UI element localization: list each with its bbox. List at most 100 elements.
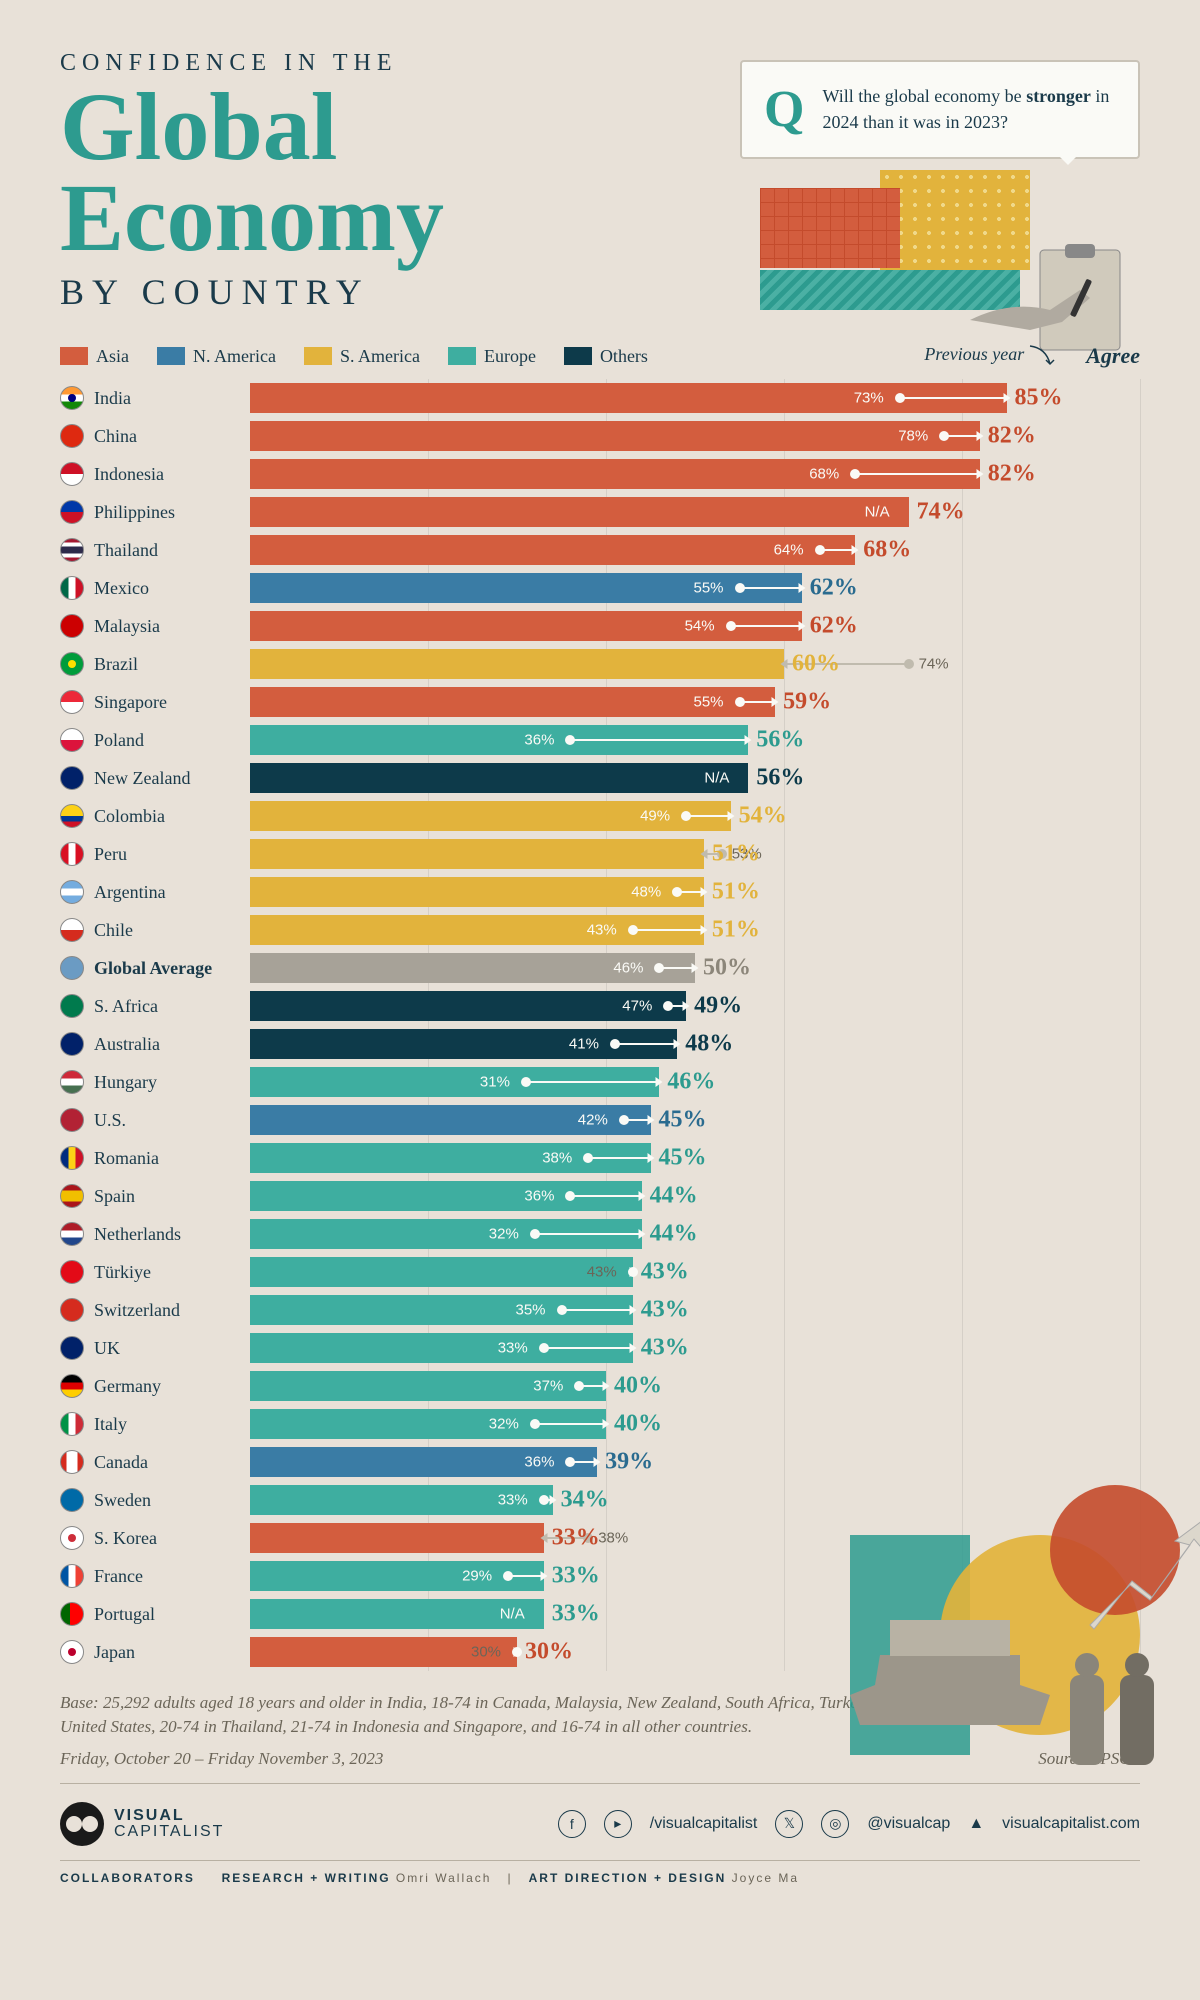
- country-name: Netherlands: [94, 1224, 181, 1245]
- row-label: Argentina: [60, 880, 250, 904]
- bar: [250, 763, 748, 793]
- chart-row: Global Average 46% 50%: [60, 949, 1140, 987]
- legend-item: Europe: [448, 346, 536, 367]
- flag-icon: [60, 1564, 84, 1588]
- prev-value: 38%: [598, 1530, 628, 1547]
- country-name: Colombia: [94, 806, 165, 827]
- prev-value: 35%: [516, 1302, 546, 1319]
- chart-row: Singapore 55% 59%: [60, 683, 1140, 721]
- agree-value: 82%: [988, 461, 1036, 488]
- chart-row: Poland 36% 56%: [60, 721, 1140, 759]
- legend-label: S. America: [340, 346, 420, 367]
- row-label: Türkiye: [60, 1260, 250, 1284]
- prev-dot: [735, 583, 745, 593]
- prev-line: [562, 1309, 633, 1311]
- prev-line: [900, 397, 1007, 399]
- logo-mark-icon: [60, 1802, 104, 1846]
- prev-arrow-icon: [852, 545, 859, 555]
- prev-dot: [565, 1191, 575, 1201]
- bar-wrap: 36% 39%: [250, 1447, 1140, 1477]
- bar-wrap: 33% 43%: [250, 1333, 1140, 1363]
- prev-dot: [619, 1115, 629, 1125]
- prev-value: 48%: [631, 884, 661, 901]
- row-label: New Zealand: [60, 766, 250, 790]
- flag-icon: [60, 500, 84, 524]
- legend-swatch: [304, 347, 332, 365]
- flag-icon: [60, 1488, 84, 1512]
- row-label: China: [60, 424, 250, 448]
- prev-value-na: N/A: [500, 1606, 525, 1623]
- prev-arrow-icon: [540, 1533, 547, 1543]
- country-name: Italy: [94, 1414, 127, 1435]
- globe-icon: ▲: [968, 1815, 984, 1833]
- country-name: Indonesia: [94, 464, 164, 485]
- flag-icon: [60, 1184, 84, 1208]
- chart-row: Indonesia 68% 82%: [60, 455, 1140, 493]
- prev-arrow-icon: [976, 469, 983, 479]
- country-name: Türkiye: [94, 1262, 151, 1283]
- prev-arrow-icon: [727, 811, 734, 821]
- legend-label: Europe: [484, 346, 536, 367]
- bar-wrap: N/A 33%: [250, 1599, 1140, 1629]
- youtube-icon: ▸: [604, 1810, 632, 1838]
- agree-value: 56%: [756, 727, 804, 754]
- bar-wrap: N/A 74%: [250, 497, 1140, 527]
- country-name: Spain: [94, 1186, 135, 1207]
- flag-icon: [60, 690, 84, 714]
- flag-icon: [60, 804, 84, 828]
- prev-dot: [583, 1153, 593, 1163]
- agree-value: 33%: [552, 1601, 600, 1628]
- flag-icon: [60, 1070, 84, 1094]
- chart-row: Switzerland 35% 43%: [60, 1291, 1140, 1329]
- prev-arrow-icon: [772, 697, 779, 707]
- prev-arrow-icon: [603, 1381, 610, 1391]
- prev-arrow-icon: [638, 1229, 645, 1239]
- agree-value: 40%: [614, 1373, 662, 1400]
- bar: [250, 649, 784, 679]
- country-name: Germany: [94, 1376, 161, 1397]
- row-label: Singapore: [60, 690, 250, 714]
- instagram-icon: ◎: [821, 1810, 849, 1838]
- country-name: China: [94, 426, 137, 447]
- row-label: Switzerland: [60, 1298, 250, 1322]
- legend-label: Asia: [96, 346, 129, 367]
- country-name: Singapore: [94, 692, 167, 713]
- prev-arrow-icon: [683, 1001, 690, 1011]
- agree-value: 40%: [614, 1411, 662, 1438]
- prev-dot: [654, 963, 664, 973]
- clipboard-hand-icon: [970, 240, 1160, 360]
- chart-row: Argentina 48% 51%: [60, 873, 1140, 911]
- row-label: Italy: [60, 1412, 250, 1436]
- question-text: Will the global economy be stronger in 2…: [822, 84, 1116, 134]
- legend-swatch: [60, 347, 88, 365]
- agree-value: 51%: [712, 879, 760, 906]
- prev-value: 68%: [809, 466, 839, 483]
- chart-row: Chile 43% 51%: [60, 911, 1140, 949]
- prev-arrow-icon: [629, 1267, 636, 1277]
- prev-value: 64%: [774, 542, 804, 559]
- agree-value: 33%: [552, 1525, 600, 1552]
- chart-row: New Zealand N/A 56%: [60, 759, 1140, 797]
- prev-value: 32%: [489, 1226, 519, 1243]
- row-label: Peru: [60, 842, 250, 866]
- bar: [250, 991, 686, 1021]
- row-label: Poland: [60, 728, 250, 752]
- bar: [250, 383, 1007, 413]
- flag-icon: [60, 1222, 84, 1246]
- prev-dot: [557, 1305, 567, 1315]
- prev-value: 36%: [524, 1188, 554, 1205]
- row-label: Portugal: [60, 1602, 250, 1626]
- country-name: Argentina: [94, 882, 166, 903]
- country-name: Global Average: [94, 958, 212, 979]
- collaborators-line: COLLABORATORS RESEARCH + WRITING Omri Wa…: [60, 1860, 1140, 1885]
- prev-value: 46%: [613, 960, 643, 977]
- flag-icon: [60, 1526, 84, 1550]
- prev-arrow-icon: [976, 431, 983, 441]
- bar: [250, 1523, 544, 1553]
- survey-date: Friday, October 20 – Friday November 3, …: [60, 1749, 383, 1769]
- prev-line: [855, 473, 980, 475]
- row-label: Germany: [60, 1374, 250, 1398]
- row-label: Global Average: [60, 956, 250, 980]
- flag-icon: [60, 1450, 84, 1474]
- chart-row: Brazil 74% 60%: [60, 645, 1140, 683]
